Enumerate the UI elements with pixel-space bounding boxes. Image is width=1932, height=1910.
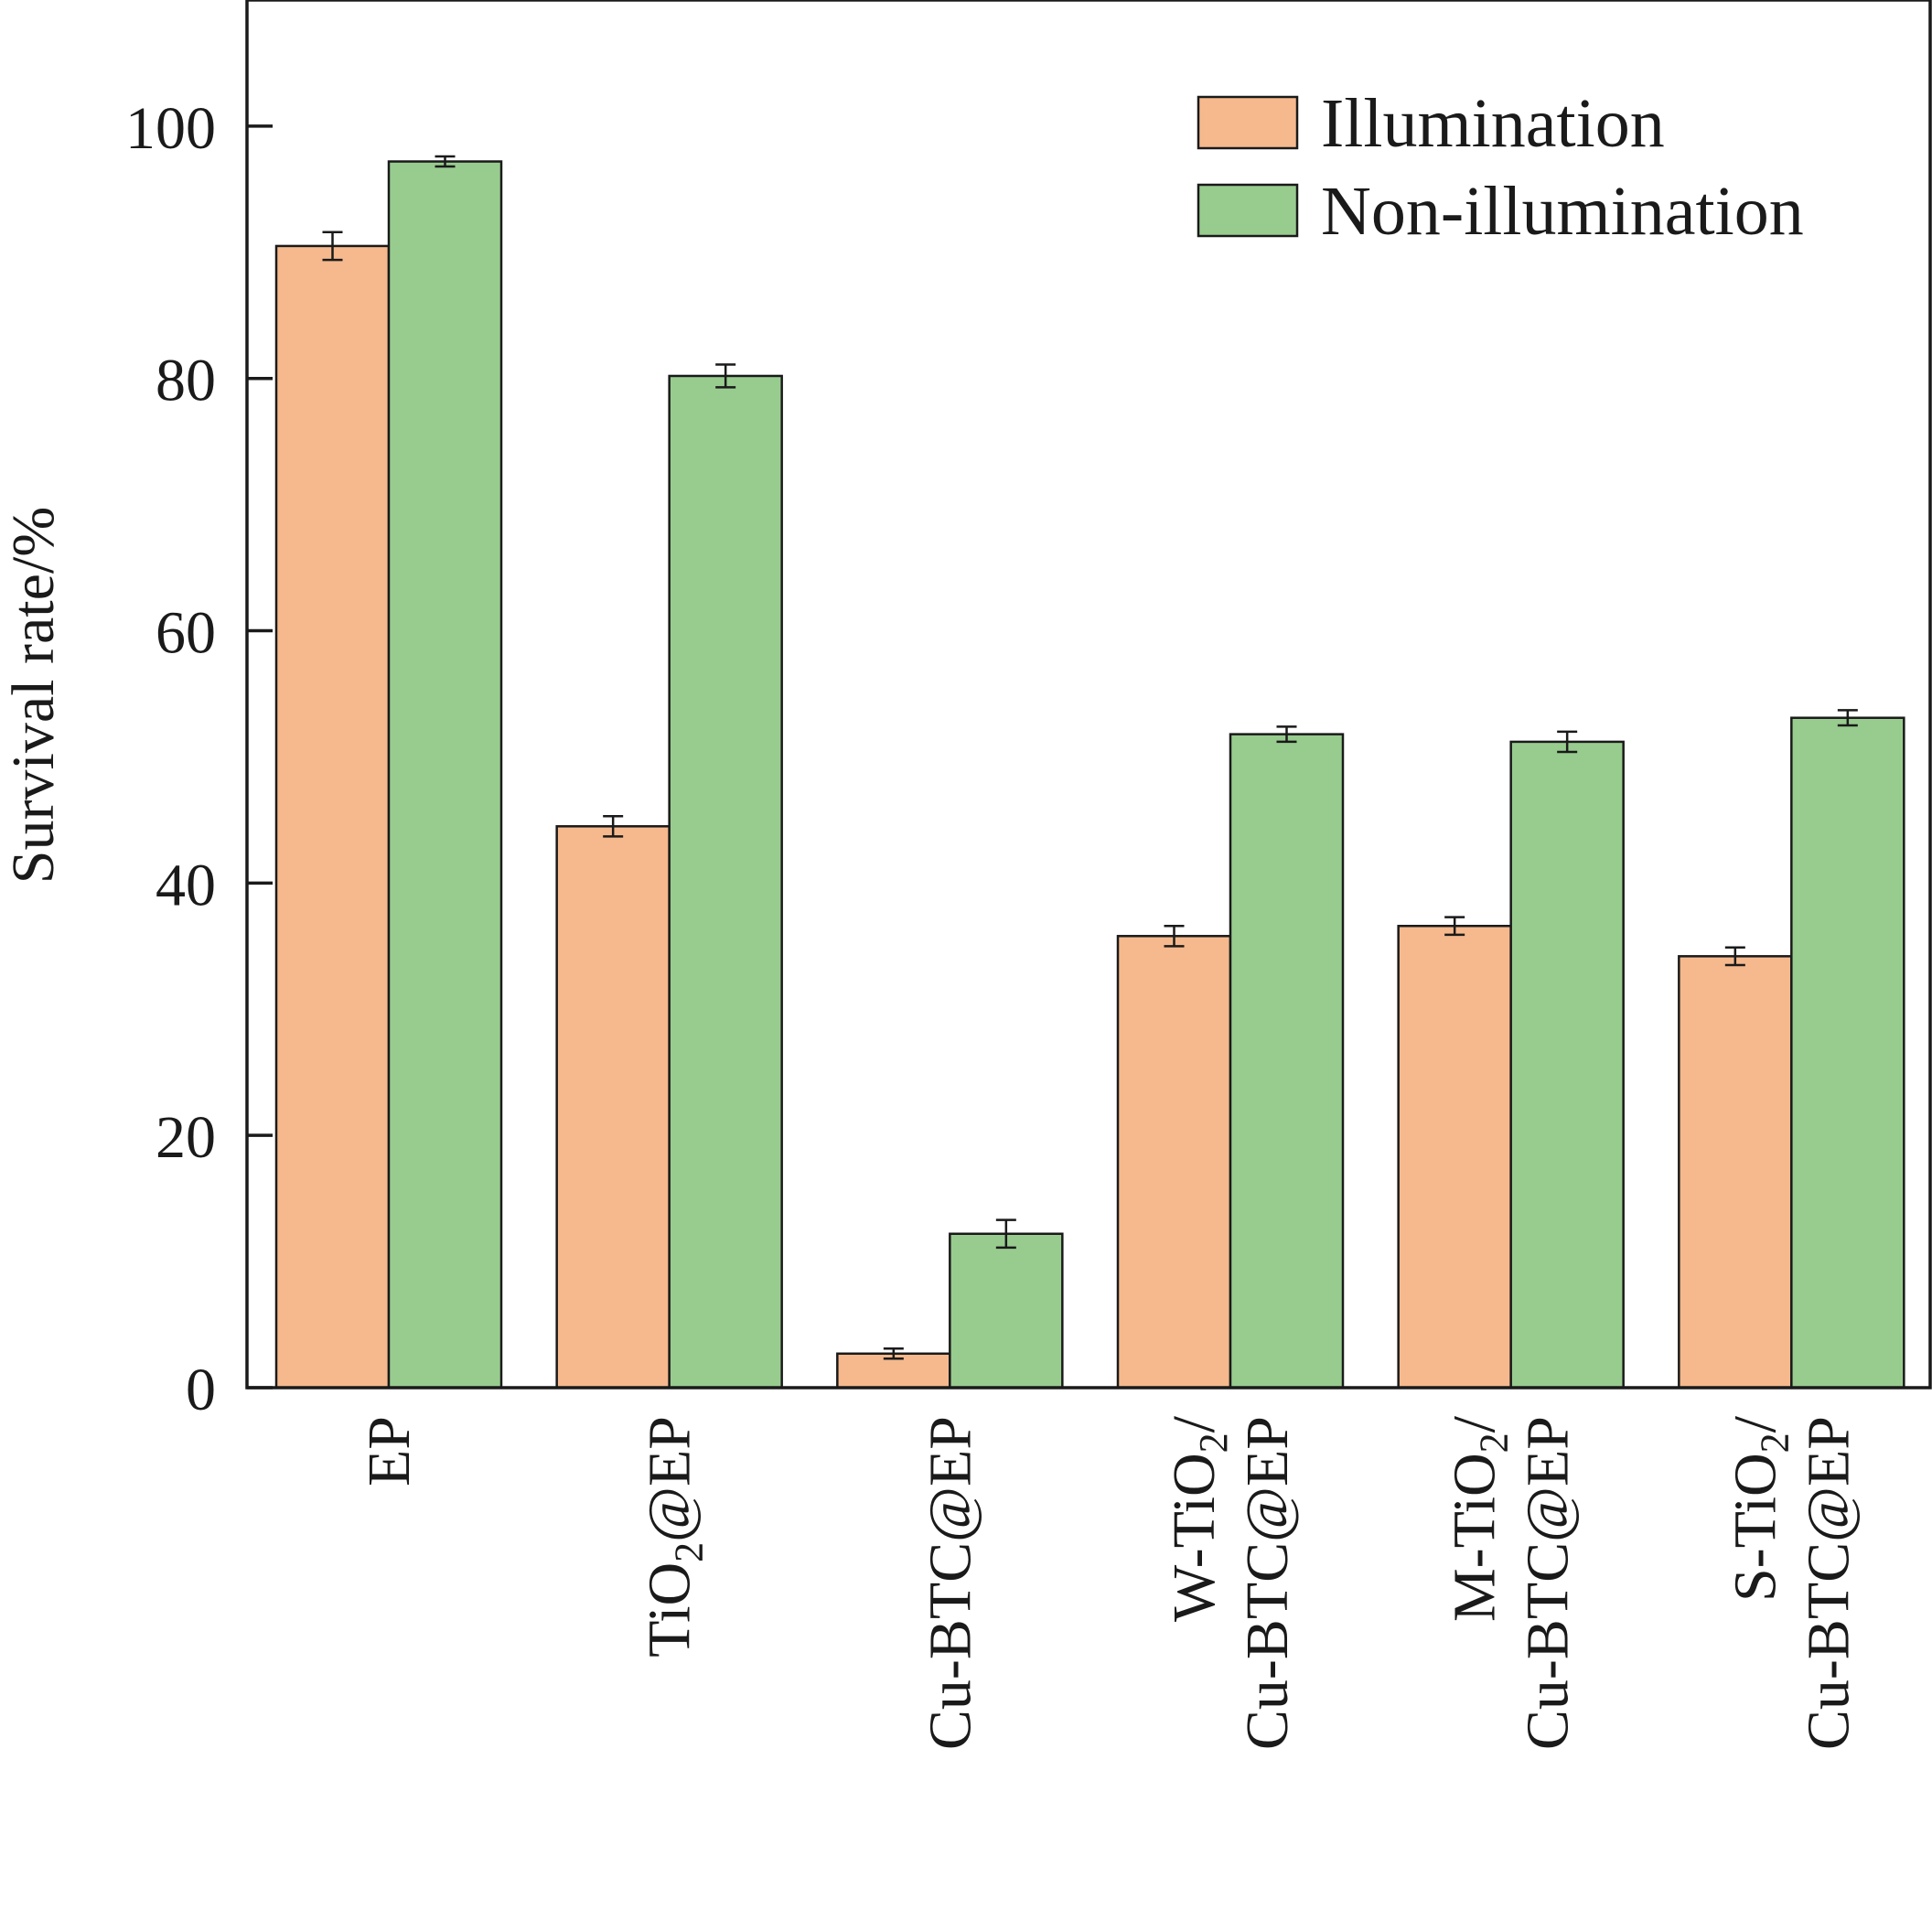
x-category-label-3-line1: Cu-BTC@EP (1234, 1416, 1301, 1750)
error-bar-non-illumination-3 (1276, 725, 1297, 744)
bar-non-illumination-3 (1229, 733, 1345, 1390)
x-category-label-4-line0: M-TiO2/ (1442, 1415, 1517, 1622)
bar-illumination-3 (1116, 935, 1232, 1390)
x-category-label-1: TiO2@EP (637, 1416, 712, 1658)
bars-layer (274, 160, 1905, 1390)
error-bar-non-illumination-2 (995, 1218, 1016, 1250)
x-category-label-0: EP (356, 1416, 423, 1486)
error-bar-illumination-0 (322, 231, 343, 262)
y-tick-label-60: 60 (156, 600, 216, 667)
legend-swatch-illumination (1197, 95, 1299, 150)
bar-non-illumination-4 (1509, 740, 1625, 1390)
y-axis: 0 20 40 60 80 100 (125, 95, 273, 1423)
x-category-label-5-line1: Cu-BTC@EP (1795, 1416, 1862, 1750)
bar-non-illumination-5 (1790, 716, 1905, 1390)
error-bar-illumination-1 (603, 815, 624, 838)
legend: Illumination Non-illumination (1197, 85, 1804, 250)
y-tick-label-80: 80 (156, 348, 216, 414)
bar-illumination-4 (1397, 925, 1512, 1390)
bar-non-illumination-2 (949, 1232, 1064, 1390)
error-bars-layer (322, 155, 1858, 1360)
bar-illumination-0 (274, 244, 391, 1390)
plot-frame (245, 0, 1932, 1390)
bar-illumination-1 (555, 825, 671, 1390)
legend-swatch-non-illumination (1197, 183, 1299, 238)
x-category-label-2: Cu-BTC@EP (917, 1416, 983, 1750)
legend-label-non-illumination: Non-illumination (1321, 173, 1804, 250)
error-bar-non-illumination-4 (1557, 730, 1578, 754)
error-bar-illumination-2 (883, 1347, 904, 1360)
y-tick-label-40: 40 (156, 852, 216, 918)
legend-label-illumination: Illumination (1321, 85, 1665, 162)
error-bar-non-illumination-5 (1837, 709, 1858, 727)
y-axis-title: Survival rate/% (0, 507, 67, 884)
error-bar-illumination-4 (1444, 916, 1465, 937)
y-tick-label-100: 100 (125, 95, 216, 162)
bar-non-illumination-1 (668, 374, 783, 1390)
bar-illumination-5 (1678, 955, 1793, 1390)
x-category-label-5-line0: S-TiO2/ (1722, 1415, 1797, 1602)
y-tick-label-20: 20 (156, 1104, 216, 1171)
error-bar-non-illumination-0 (435, 155, 456, 168)
error-bar-illumination-3 (1164, 925, 1185, 948)
x-category-label-3-line0: W-TiO2/ (1161, 1415, 1236, 1622)
bar-non-illumination-0 (387, 160, 503, 1390)
x-category-label-4-line1: Cu-BTC@EP (1515, 1416, 1582, 1750)
error-bar-illumination-5 (1724, 946, 1745, 967)
error-bar-non-illumination-1 (715, 363, 736, 389)
y-tick-label-0: 0 (186, 1357, 216, 1423)
